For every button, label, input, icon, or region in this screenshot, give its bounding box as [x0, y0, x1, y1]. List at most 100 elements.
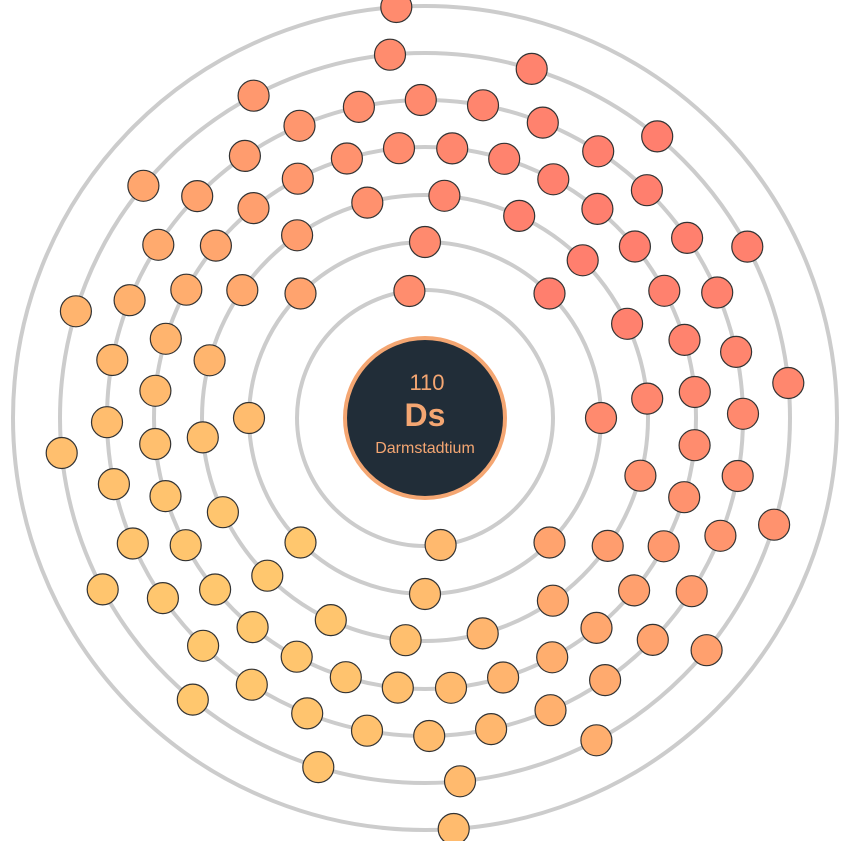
electron — [146, 581, 179, 615]
electron — [408, 577, 442, 611]
electron — [424, 528, 457, 562]
electron — [59, 295, 93, 328]
electron — [193, 344, 226, 377]
electron — [443, 765, 477, 798]
electron — [436, 132, 469, 165]
electron — [176, 683, 209, 716]
electron — [281, 219, 314, 252]
electron — [237, 192, 270, 225]
electron — [408, 225, 442, 259]
electrons — [45, 0, 805, 841]
electron — [584, 401, 618, 435]
atomic-number: 110 — [409, 370, 444, 395]
electron — [142, 228, 175, 261]
electron — [617, 574, 651, 607]
electron — [678, 375, 711, 409]
electron — [488, 142, 521, 175]
electron — [127, 169, 160, 202]
electron — [281, 162, 314, 195]
electron — [45, 436, 78, 470]
electron — [434, 671, 468, 704]
electron — [630, 174, 664, 207]
electron — [618, 230, 652, 263]
element-name: Darmstadtium — [375, 440, 475, 457]
electron — [466, 617, 499, 650]
electron — [704, 519, 737, 552]
electron — [772, 366, 805, 400]
electron — [381, 671, 414, 704]
electron — [678, 429, 711, 462]
electron — [373, 38, 407, 71]
electron — [170, 273, 203, 306]
electron — [199, 229, 232, 262]
electron — [534, 694, 567, 727]
electron — [149, 480, 182, 513]
electron — [314, 603, 347, 637]
electron — [588, 663, 622, 697]
electron — [610, 307, 644, 340]
electron — [97, 468, 131, 501]
shell-6 — [58, 51, 792, 785]
electron — [428, 179, 461, 212]
electron — [283, 109, 316, 142]
electron — [251, 559, 284, 592]
electron — [533, 526, 566, 559]
electron — [648, 274, 681, 307]
electron — [237, 79, 270, 112]
electron — [291, 697, 324, 730]
electron — [675, 575, 708, 608]
electron — [757, 508, 791, 541]
electron — [536, 584, 570, 617]
electron — [96, 343, 129, 377]
electron — [404, 83, 437, 117]
electron — [413, 719, 446, 753]
electron — [690, 634, 723, 667]
shell-4 — [152, 145, 698, 691]
electron — [580, 724, 613, 757]
electron — [515, 52, 548, 86]
electron — [351, 186, 384, 219]
electron — [526, 106, 559, 139]
electron — [731, 230, 764, 263]
electron — [533, 277, 566, 310]
electron — [206, 496, 239, 529]
electron — [580, 611, 613, 645]
electron — [631, 382, 664, 415]
shell-3 — [200, 193, 650, 643]
electron — [393, 274, 426, 308]
electron — [302, 750, 335, 784]
electron — [199, 573, 232, 606]
electron — [487, 661, 520, 694]
electron — [647, 530, 680, 563]
electron — [701, 276, 734, 309]
electron — [591, 529, 624, 563]
electron — [624, 459, 657, 492]
electron — [329, 661, 362, 694]
electron — [719, 335, 753, 368]
electron — [581, 192, 614, 225]
electron — [90, 406, 124, 439]
shell-7 — [11, 4, 839, 832]
electron — [236, 610, 269, 644]
electron — [475, 712, 508, 746]
electron — [437, 812, 470, 841]
electron — [232, 401, 266, 435]
electron — [149, 322, 182, 355]
electron — [116, 527, 149, 560]
electron — [226, 274, 259, 307]
electron — [641, 120, 674, 153]
electron — [235, 668, 268, 701]
electron — [389, 624, 422, 657]
electron — [187, 629, 220, 662]
electron — [537, 163, 570, 196]
electron — [536, 641, 569, 674]
electron — [380, 0, 413, 24]
electron — [636, 623, 669, 657]
electron — [186, 421, 219, 454]
electron — [330, 142, 363, 175]
electron — [670, 221, 704, 254]
electron — [181, 180, 214, 213]
electron — [139, 374, 172, 407]
electron — [113, 284, 146, 317]
